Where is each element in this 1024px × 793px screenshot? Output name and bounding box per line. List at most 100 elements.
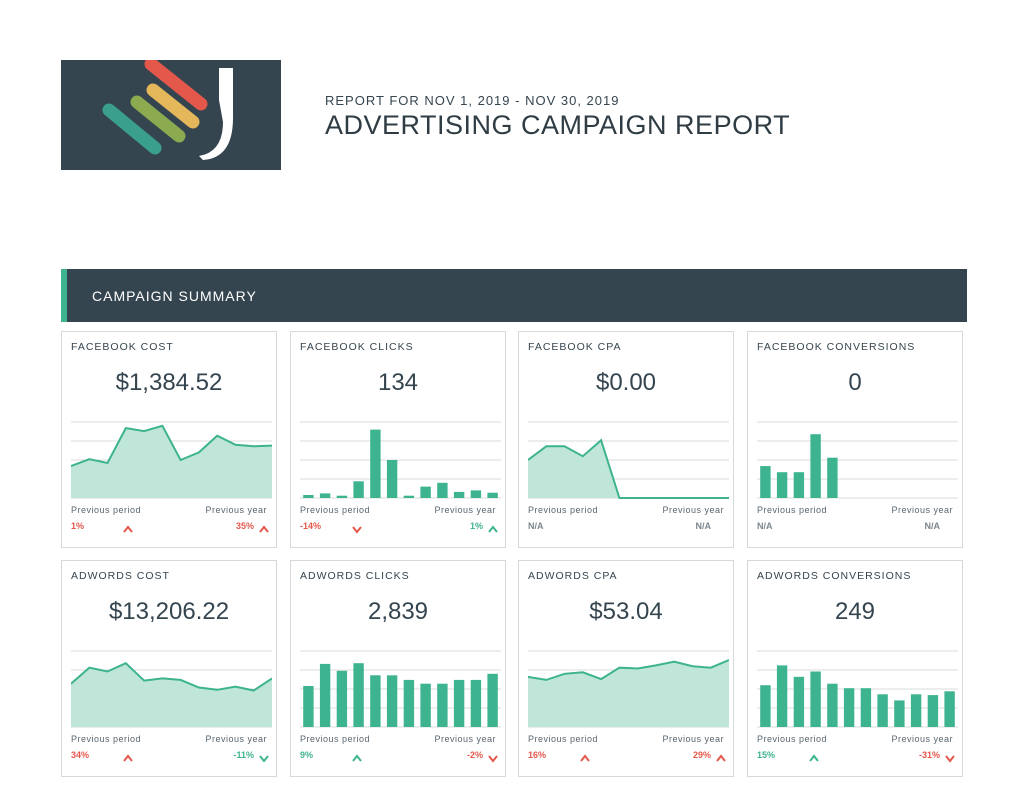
previous-period-change: 15% (757, 750, 776, 760)
kpi-card-facebook-cost[interactable]: FACEBOOK COST $1,384.52 Previous period … (61, 331, 277, 548)
chevron-down-icon (258, 750, 270, 763)
chart-bar (470, 679, 482, 727)
chevron-up-icon (808, 521, 820, 531)
chevron-up-icon (944, 521, 956, 531)
card-label: FACEBOOK CONVERSIONS (757, 341, 916, 353)
sparkline-chart (71, 650, 272, 728)
previous-period-label: Previous period (71, 734, 142, 744)
card-value: $1,384.52 (115, 369, 223, 396)
previous-period-change: 34% (71, 750, 90, 760)
previous-year-change: -11% (233, 750, 254, 760)
previous-year-change: 35% (235, 521, 254, 531)
chart-bar (860, 688, 872, 727)
chevron-up-icon (351, 750, 363, 762)
chart-line (528, 438, 729, 499)
previous-period-label: Previous period (528, 505, 599, 515)
previous-year-label: Previous year (891, 734, 953, 744)
card-label: ADWORDS CONVERSIONS (757, 570, 912, 582)
chart-bar (319, 493, 331, 498)
previous-period-change: 9% (300, 750, 314, 760)
kpi-card-facebook-cpa[interactable]: FACEBOOK CPA $0.00 Previous period Previ… (518, 331, 734, 548)
kpi-card-adwords-cpa[interactable]: ADWORDS CPA $53.04 Previous period Previ… (518, 560, 734, 777)
brand-logo (61, 60, 281, 170)
chart-bar (776, 472, 788, 498)
previous-period-label: Previous period (300, 734, 371, 744)
card-value: $13,206.22 (108, 598, 230, 625)
chart-bar (420, 683, 431, 727)
section-title: CAMPAIGN SUMMARY (92, 288, 257, 304)
previous-period-label: Previous period (757, 734, 828, 744)
kpi-card-facebook-clicks[interactable]: FACEBOOK CLICKS 134 Previous period Prev… (290, 331, 506, 548)
card-label: ADWORDS CLICKS (300, 570, 410, 582)
previous-year-change: -31% (918, 750, 940, 760)
chevron-up-icon (579, 521, 591, 531)
card-value: 249 (834, 598, 876, 625)
card-label: FACEBOOK CPA (528, 341, 622, 353)
chart-bar (776, 665, 788, 727)
chart-bar (810, 434, 821, 498)
chevron-up-icon (715, 521, 727, 531)
chart-bar (760, 466, 771, 498)
chart-bar (370, 429, 381, 498)
chevron-up-icon (715, 750, 727, 762)
previous-period-label: Previous period (300, 505, 371, 515)
chevron-up-icon (808, 750, 820, 762)
previous-year-label: Previous year (434, 505, 496, 515)
chart-bar (437, 482, 448, 498)
chevron-up-icon (122, 521, 134, 533)
chart-bar (386, 675, 398, 727)
card-value: 134 (377, 369, 419, 396)
chart-bar (453, 679, 465, 727)
chevron-up-icon (258, 521, 270, 533)
previous-period-change: N/A (528, 521, 544, 531)
previous-period-change: -14% (300, 521, 322, 531)
chart-bar (386, 460, 398, 498)
previous-year-label: Previous year (205, 505, 267, 515)
chart-bar (336, 670, 348, 727)
previous-period-change: N/A (757, 521, 773, 531)
chart-bar (437, 683, 448, 727)
sparkline-chart (300, 650, 501, 728)
kpi-card-adwords-clicks[interactable]: ADWORDS CLICKS 2,839 Previous period Pre… (290, 560, 506, 777)
chart-bar (793, 472, 805, 498)
chart-bar (336, 495, 348, 498)
chevron-down-icon (487, 750, 499, 763)
chart-bar (927, 695, 939, 727)
previous-year-label: Previous year (662, 505, 724, 515)
previous-year-label: Previous year (205, 734, 267, 744)
chart-bar (827, 457, 838, 498)
sparkline-chart (528, 421, 729, 499)
chart-area (528, 660, 729, 727)
chevron-up-icon (487, 521, 499, 533)
previous-year-label: Previous year (434, 734, 496, 744)
previous-year-label: Previous year (891, 505, 953, 515)
chart-bar (487, 673, 498, 727)
chevron-down-icon (351, 521, 363, 534)
chart-bar (353, 481, 364, 498)
chart-bar (370, 675, 381, 727)
chevron-up-icon (579, 750, 591, 762)
chevron-down-icon (944, 750, 956, 763)
previous-year-label: Previous year (662, 734, 724, 744)
kpi-card-facebook-conversions[interactable]: FACEBOOK CONVERSIONS 0 Previous period P… (747, 331, 963, 548)
card-label: FACEBOOK CLICKS (300, 341, 414, 353)
chart-bar (420, 486, 431, 498)
chart-bar (944, 691, 955, 727)
chart-area (528, 440, 729, 498)
report-title: ADVERTISING CAMPAIGN REPORT (325, 110, 791, 140)
chart-bar (810, 671, 821, 727)
chart-bar (353, 663, 364, 727)
card-value: $53.04 (589, 598, 663, 625)
campaign-summary-header: CAMPAIGN SUMMARY (61, 269, 967, 322)
chart-bar (403, 495, 415, 498)
chart-area (71, 425, 272, 498)
card-value: $0.00 (595, 369, 657, 396)
sparkline-chart (300, 421, 501, 499)
previous-year-change: 29% (692, 750, 711, 760)
sparkline-chart (757, 421, 958, 499)
kpi-card-adwords-cost[interactable]: ADWORDS COST $13,206.22 Previous period … (61, 560, 277, 777)
chart-bar (877, 694, 888, 727)
chart-area (71, 663, 272, 727)
kpi-card-adwords-conversions[interactable]: ADWORDS CONVERSIONS 249 Previous period … (747, 560, 963, 777)
card-value: 2,839 (367, 598, 429, 625)
